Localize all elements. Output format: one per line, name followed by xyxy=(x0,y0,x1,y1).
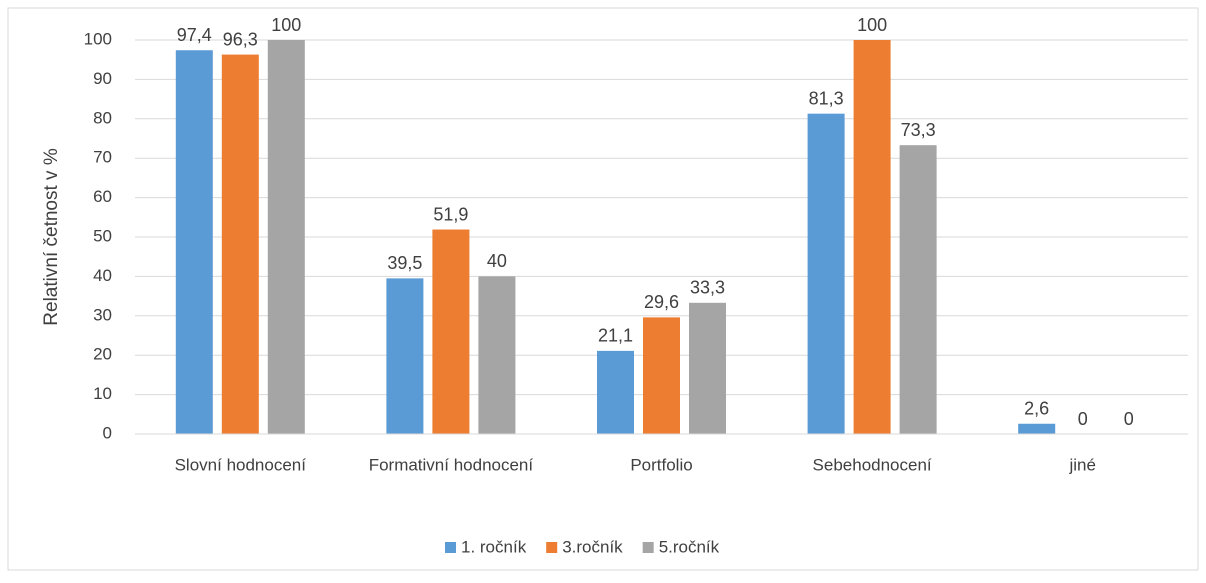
x-tick-label: Slovní hodnocení xyxy=(175,455,307,474)
data-label: 51,9 xyxy=(433,204,468,224)
bar xyxy=(643,317,680,434)
legend-label: 1. ročník xyxy=(461,537,527,556)
x-tick-label: Formativní hodnocení xyxy=(369,455,534,474)
data-label: 81,3 xyxy=(809,88,844,108)
bar xyxy=(267,40,305,434)
bar xyxy=(432,229,470,434)
data-label: 97,4 xyxy=(177,25,212,45)
bar xyxy=(597,350,634,434)
y-tick-label: 40 xyxy=(93,266,112,285)
y-tick-label: 70 xyxy=(93,148,112,167)
data-label: 29,6 xyxy=(644,292,679,312)
data-label: 96,3 xyxy=(223,29,258,49)
y-tick-label: 0 xyxy=(103,423,112,442)
legend-swatch xyxy=(445,542,456,553)
data-label: 40 xyxy=(487,251,507,271)
legend-label: 5.ročník xyxy=(659,537,720,556)
bar xyxy=(478,276,516,434)
y-tick-label: 90 xyxy=(93,69,112,88)
bar xyxy=(807,113,845,434)
x-tick-label: Sebehodnocení xyxy=(813,455,932,474)
data-label: 0 xyxy=(1078,409,1088,429)
data-label: 39,5 xyxy=(387,253,422,273)
x-tick-label: Portfolio xyxy=(630,455,692,474)
y-tick-label: 80 xyxy=(93,108,112,127)
y-tick-label: 10 xyxy=(93,384,112,403)
legend-swatch xyxy=(642,542,654,553)
data-label: 33,3 xyxy=(690,278,725,298)
y-tick-label: 60 xyxy=(93,187,112,206)
bar xyxy=(899,145,937,434)
bar xyxy=(1018,423,1056,434)
data-label: 100 xyxy=(857,15,887,35)
y-axis-label: Relativní četnost v % xyxy=(41,148,62,326)
bar xyxy=(689,302,726,434)
y-tick-label: 20 xyxy=(93,345,112,364)
data-label: 0 xyxy=(1124,409,1134,429)
bar xyxy=(853,40,891,434)
legend-label: 3.ročník xyxy=(562,537,623,556)
legend-swatch xyxy=(546,542,558,553)
y-tick-label: 100 xyxy=(84,29,112,48)
data-label: 73,3 xyxy=(901,120,936,140)
bar xyxy=(386,278,424,434)
x-tick-label: jiné xyxy=(1068,455,1095,474)
data-label: 100 xyxy=(271,15,301,35)
y-tick-label: 30 xyxy=(93,305,112,324)
bar xyxy=(221,54,259,434)
data-label: 21,1 xyxy=(598,326,633,346)
bar xyxy=(175,50,213,435)
y-tick-label: 50 xyxy=(93,226,112,245)
data-label: 2,6 xyxy=(1024,399,1049,419)
